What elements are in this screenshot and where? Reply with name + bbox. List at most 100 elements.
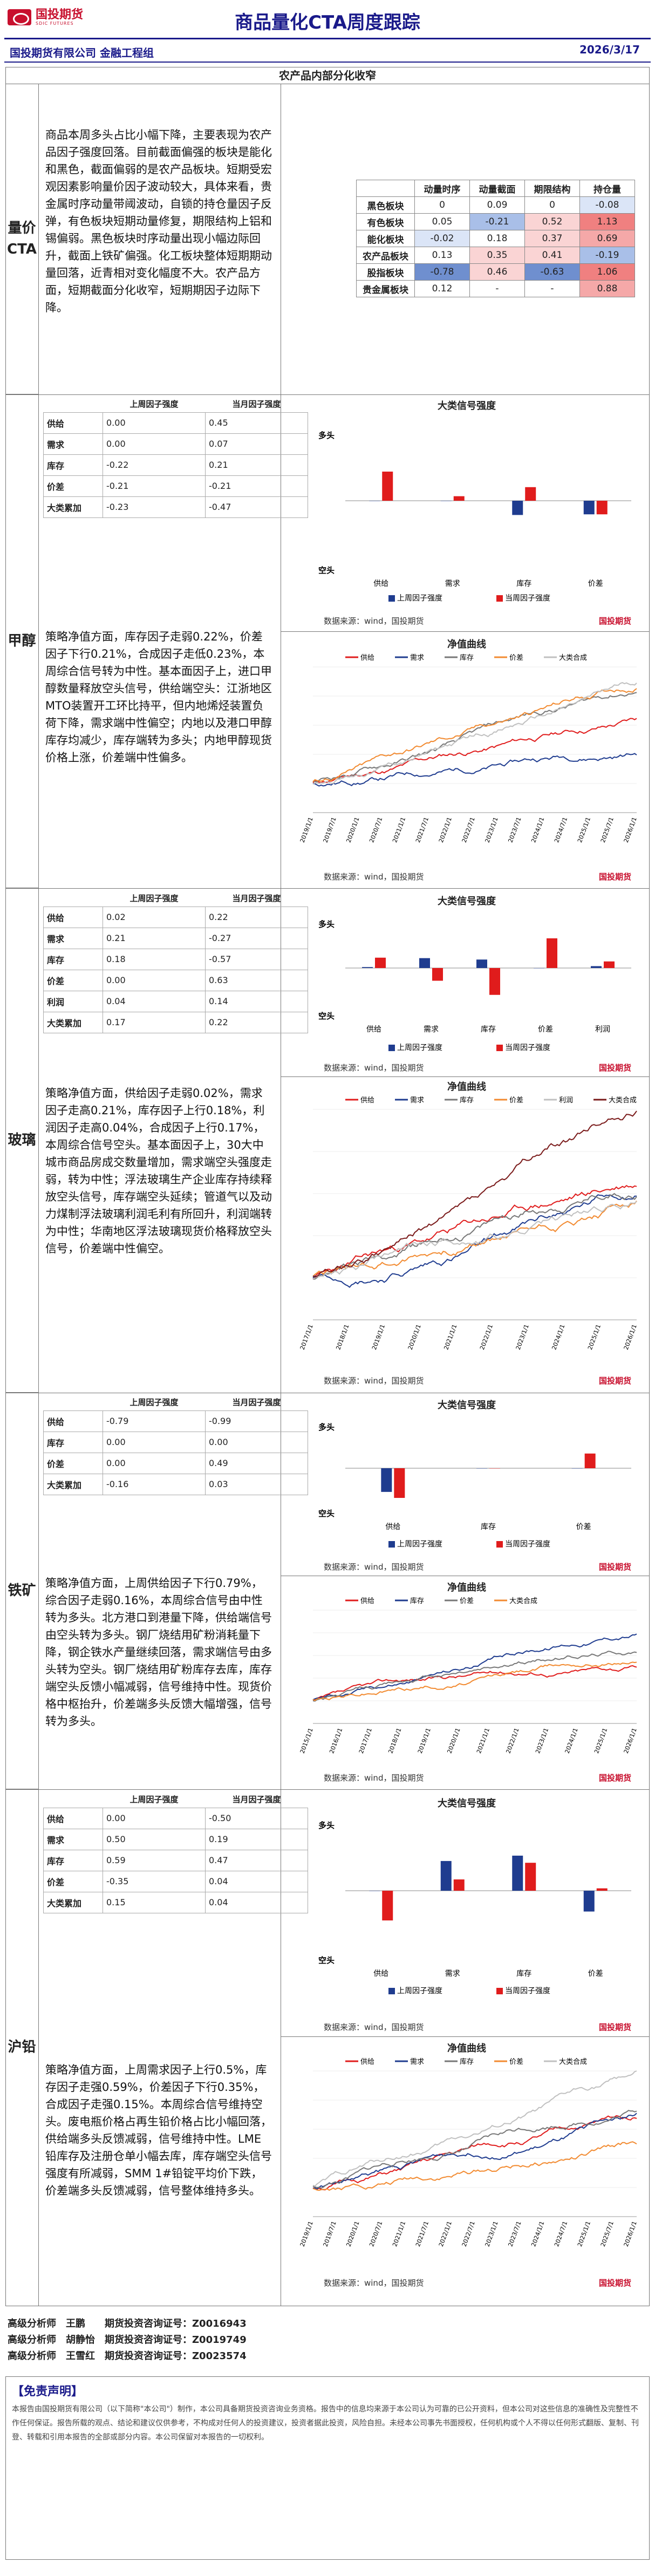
x-tick-label: 2022/7/1 [461,816,476,844]
bar-last-week [512,1856,523,1891]
category-label: 供给 [366,1025,381,1034]
bar-this-week [432,968,443,981]
nav-series-line [312,1201,637,1277]
nav-legend: 供给 需求 库存 价差 利润 大类合成 [345,1096,637,1105]
factor-week: 0.04 [103,990,206,1012]
bar-last-week [591,966,602,968]
legend-label: 当周因子强度 [505,1044,550,1052]
factor-row: 供给 0.00 0.45 [43,412,308,434]
bar-this-week [584,1453,596,1468]
bar-this-week [596,501,608,515]
bar-this-week [375,957,386,968]
bar-last-week [476,1468,487,1469]
report-header: 国投期货 SDIC FUTURES 商品量化CTA周度跟踪 国投期货有限公司 金… [0,0,655,65]
x-tick-label: 2021/1/1 [475,1727,491,1755]
factor-name: 库存 [43,454,103,476]
methanol-nav-chart: 供给 需求 库存 价差 大类合成 2019/1/1 2019/7/1 2020/1/1 2020… [299,653,638,844]
overview-row-name: 有色板块 [356,213,415,230]
factor-month: 0.45 [205,412,308,434]
section-title: 农产品内部分化收窄 [5,67,650,84]
bar-last-week [534,968,544,969]
factor-row: 库存 0.18 -0.57 [43,948,308,970]
overview-row: 贵金属板块 0.12- -0.88 [356,280,635,297]
legend: 上周因子强度 当周因子强度 [388,1044,550,1052]
factor-month: 0.00 [205,1431,308,1453]
overview-cell: 1.06 [579,263,635,281]
nav-legend: 供给 需求 库存 价差 大类合成 [345,2057,587,2066]
col-now: 当月因子强度 [232,399,281,410]
factor-name: 大类累加 [43,1011,103,1033]
glass-nav-source: 数据来源：wind，国投期货 [324,1376,424,1386]
report-org: 国投期货有限公司 金融工程组 [10,46,154,59]
legend-label: 上周因子强度 [397,594,442,603]
x-tick-label: 2020/1/1 [407,1324,422,1351]
bar-last-week [440,1861,452,1891]
iron-brand-2: 国投期货 [599,1773,632,1783]
nav-series-line [312,1651,637,1702]
nav-series-line [312,753,637,787]
category-label: 供给 [373,1970,388,1978]
author-3: 高级分析师 王雪红 期货投资咨询证号：Z0023574 [8,2350,247,2362]
disclaimer-text: 本报告由国投期货有限公司（以下简称"本公司"）制作，本公司具备期货投资咨询业务资… [12,2405,639,2442]
x-tick-label: 2026/1/1 [623,2220,638,2248]
lead-text: 策略净值方面，上周需求因子上行0.5%，库存因子走强0.59%，价差因子下行0.… [45,2063,272,2197]
bar-this-week [382,1891,393,1921]
factor-week: 0.00 [103,1431,206,1453]
overview-label: 量价CTA [5,84,39,394]
factor-month: -0.21 [205,475,308,497]
iron-text: 策略净值方面，上周供给因子下行0.79%，综合因子走弱0.16%，本周综合信号由… [45,1577,272,1728]
factor-month: -0.57 [205,948,308,970]
factor-name: 需求 [43,927,103,949]
legend-label: 上周因子强度 [397,1987,442,1995]
overview-cell: -0.63 [524,263,580,281]
factor-name: 价差 [43,1870,103,1892]
factor-row: 库存 0.59 0.47 [43,1849,308,1871]
factor-month: -0.47 [205,496,308,518]
bar-this-week [382,472,393,501]
legend-label: 当周因子强度 [505,1987,550,1995]
x-tick-label: 2016/1/1 [328,1727,344,1755]
factor-name: 库存 [43,1849,103,1871]
factor-row: 价差 -0.35 0.04 [43,1870,308,1892]
lead-label: 沪铅 [5,1789,39,2306]
bar-this-week [489,1468,500,1469]
lead-factor-table: 上周因子强度 当月因子强度 供给 0.00 -0.50 需求 0.50 0.19 库存 0.59… [43,1791,308,1913]
category-label: 供给 [373,580,388,588]
glass-nav-title: 净值曲线 [447,1081,486,1093]
x-tick-label: 2025/1/1 [576,2220,592,2248]
factor-week: 0.21 [103,927,206,949]
legend-label: 价差 [509,654,523,662]
methanol-label: 甲醇 [5,394,39,888]
x-tick-label: 2023/1/1 [484,2220,500,2248]
x-tick-label: 2022/1/1 [505,1727,521,1755]
category-label: 需求 [445,1970,460,1978]
bar-this-week [525,1863,536,1891]
methanol-signal-source: 数据来源：wind，国投期货 [324,616,424,626]
overview-row-name: 黑色板块 [356,196,415,214]
nav-series-line [312,682,637,785]
iron-nav-chart: 供给 库存 价差 大类合成 2015/1/1 2016/1/1 2017/1/1 2018/1… [299,1597,638,1755]
lead-brand-2: 国投期货 [599,2278,632,2288]
legend: 上周因子强度 当周因子强度 [388,1987,550,1995]
factor-name: 价差 [43,475,103,497]
nav-series-line [312,2112,637,2190]
overview-cell: 0.52 [524,213,580,230]
factor-name: 供给 [43,1807,103,1829]
category-label: 库存 [516,1970,531,1978]
factor-month: 0.21 [205,454,308,476]
overview-row: 能化板块 -0.02 0.18 0.37 0.69 [356,230,635,247]
nav-series-line [312,688,637,782]
x-tick-label: 2022/1/1 [438,816,453,844]
divider [281,1076,650,1077]
overview-row-name: 能化板块 [356,230,415,247]
x-tick-label: 2018/1/1 [387,1727,402,1755]
factor-month: 0.14 [205,990,308,1012]
factor-month: 0.22 [205,1011,308,1033]
nav-series-line [312,1184,637,1280]
factor-name: 大类累加 [43,1473,103,1495]
overview-cell: -0.08 [579,196,635,214]
category-label: 价差 [588,580,603,588]
legend-label: 需求 [410,654,424,662]
